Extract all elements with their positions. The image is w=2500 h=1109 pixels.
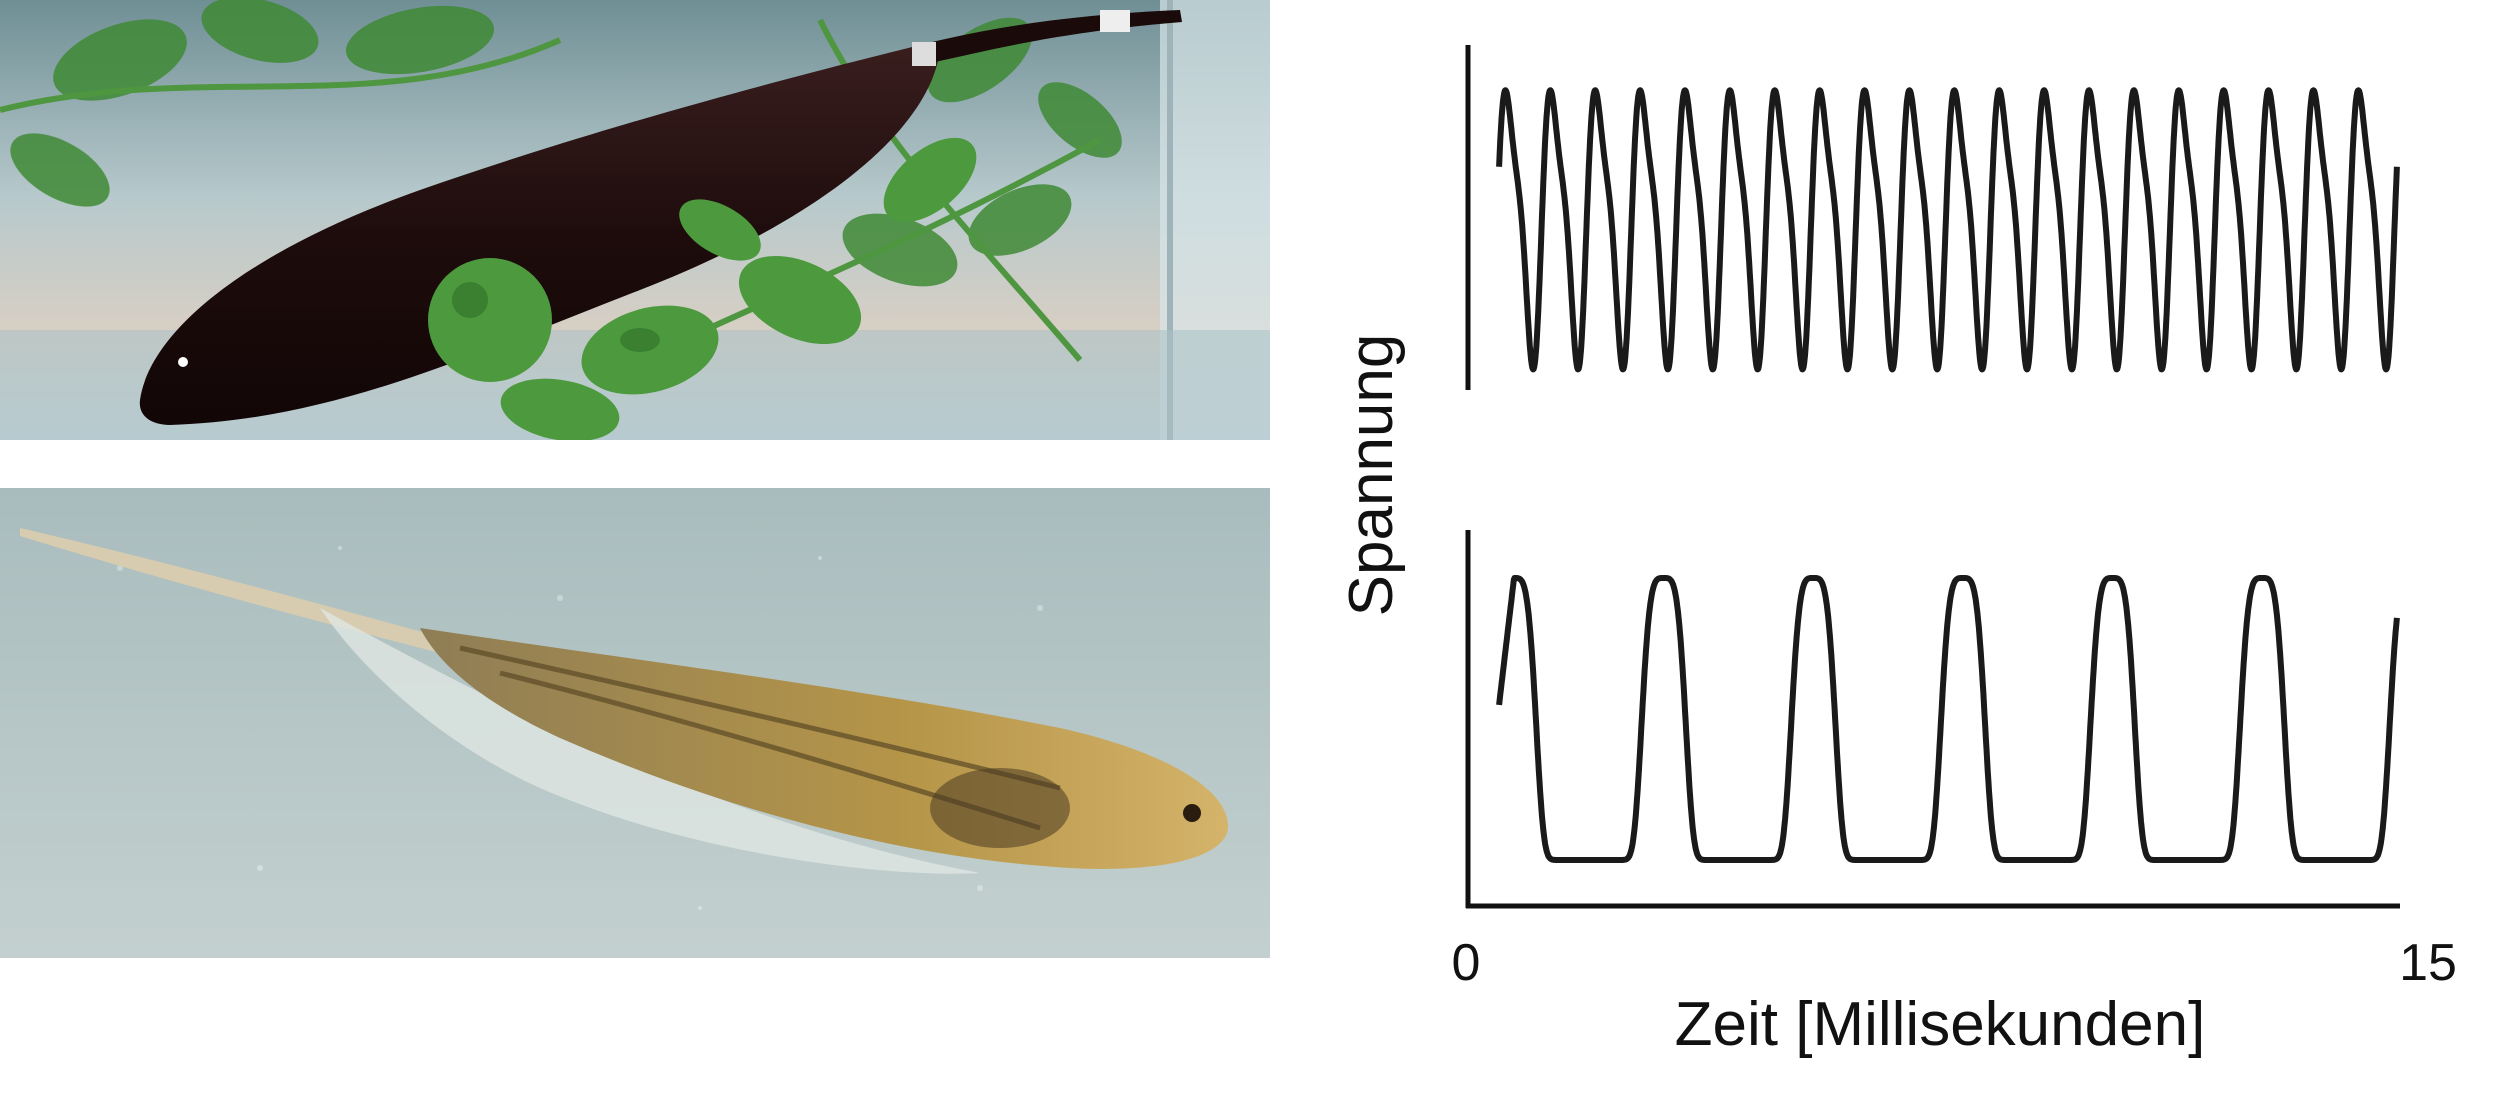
black-knifefish bbox=[139, 45, 941, 425]
x-tick-15: 15 bbox=[2399, 934, 2457, 992]
x-axis-label: Zeit [Millisekunden] bbox=[1675, 990, 2206, 1059]
x-tick-0: 0 bbox=[1452, 934, 1481, 992]
photo-black-knifefish bbox=[0, 0, 1270, 440]
trace-low-frequency bbox=[1496, 575, 2400, 863]
photo-glass-knifefish bbox=[0, 488, 1270, 958]
y-axis-label: Spannung bbox=[1337, 334, 1406, 617]
trace-high-frequency bbox=[1496, 87, 2400, 373]
